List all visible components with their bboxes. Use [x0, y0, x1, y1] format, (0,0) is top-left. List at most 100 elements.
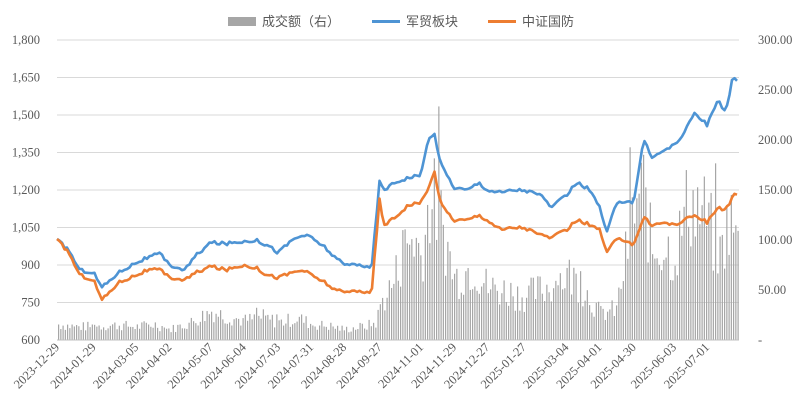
turnover-bar: [456, 268, 458, 340]
turnover-bar: [627, 258, 629, 340]
y-left-tick-label: 1,350: [12, 146, 40, 160]
turnover-bar: [229, 322, 231, 340]
turnover-bar: [177, 324, 179, 340]
turnover-bar: [71, 324, 73, 340]
turnover-bar: [125, 320, 127, 340]
turnover-bar: [247, 320, 249, 340]
turnover-bar: [73, 326, 75, 340]
turnover-bar: [719, 236, 721, 340]
turnover-bar: [600, 306, 602, 340]
y-right-tick-label: 300.00: [758, 33, 792, 47]
turnover-bar: [152, 327, 154, 340]
turnover-bar: [447, 241, 449, 340]
turnover-bar: [251, 319, 253, 340]
turnover-bar: [76, 325, 78, 340]
turnover-bar: [667, 236, 669, 340]
y-left-tick-label: 1,050: [12, 221, 40, 235]
turnover-bar: [728, 254, 730, 340]
turnover-bar: [359, 322, 361, 340]
turnover-bar: [307, 328, 309, 340]
turnover-bar: [487, 293, 489, 340]
turnover-bar: [564, 288, 566, 340]
turnover-bar: [377, 309, 379, 340]
turnover-bar: [537, 276, 539, 340]
turnover-bar: [688, 226, 690, 340]
turnover-bar: [343, 330, 345, 340]
turnover-bar: [332, 326, 334, 340]
turnover-bar: [195, 323, 197, 340]
turnover-bar: [314, 326, 316, 340]
turnover-bar: [337, 325, 339, 340]
turnover-bar: [190, 317, 192, 340]
turnover-bar: [514, 310, 516, 340]
turnover-bar: [98, 325, 100, 340]
turnover-bar: [64, 329, 66, 340]
turnover-bar: [609, 309, 611, 340]
y-left-tick-label: 1,650: [12, 71, 40, 85]
turnover-bar: [292, 324, 294, 340]
turnover-bar: [681, 235, 683, 340]
turnover-bar: [235, 318, 237, 340]
turnover-bar: [595, 302, 597, 340]
turnover-bar: [485, 268, 487, 340]
turnover-bar: [379, 304, 381, 340]
turnover-bar: [469, 289, 471, 340]
turnover-bar: [647, 262, 649, 340]
y-right-tick-label: 250.00: [758, 83, 792, 97]
turnover-bar: [674, 265, 676, 340]
turnover-bar: [481, 286, 483, 340]
turnover-bar: [559, 273, 561, 340]
turnover-bar: [222, 319, 224, 340]
turnover-bar: [409, 244, 411, 340]
turnover-bar: [724, 268, 726, 340]
turnover-bar: [710, 192, 712, 340]
turnover-bar: [395, 255, 397, 340]
turnover-bar: [467, 268, 469, 340]
turnover-bar: [665, 257, 667, 340]
turnover-bar: [449, 251, 451, 340]
turnover-bar: [123, 323, 125, 340]
turnover-bar: [584, 300, 586, 340]
turnover-bar: [697, 187, 699, 340]
turnover-bar: [145, 322, 147, 340]
turnover-bar: [148, 324, 150, 340]
y-left-tick-label: 1,800: [12, 33, 40, 47]
x-axis: 2023-12-292024-01-292024-03-052024-04-02…: [11, 339, 739, 391]
turnover-bar: [375, 327, 377, 340]
turnover-bar: [544, 301, 546, 340]
turnover-bar: [589, 305, 591, 340]
turnover-bar: [280, 319, 282, 340]
turnover-bar: [622, 281, 624, 340]
turnover-bar: [463, 294, 465, 340]
turnover-bar: [382, 297, 384, 340]
turnover-bar: [445, 275, 447, 340]
turnover-bar: [413, 256, 415, 340]
turnover-bar: [157, 327, 159, 340]
turnover-bar: [699, 224, 701, 340]
turnover-bar: [121, 330, 123, 340]
series-line-jun-mao: [56, 76, 738, 289]
turnover-bar: [339, 330, 341, 340]
turnover-bar: [350, 331, 352, 340]
turnover-bar: [535, 299, 537, 340]
turnover-bar: [411, 239, 413, 340]
turnover-bar: [139, 328, 141, 340]
turnover-bar: [402, 230, 404, 340]
turnover-bar: [454, 273, 456, 340]
turnover-bar: [501, 293, 503, 340]
y-left-tick-label: 750: [21, 296, 40, 310]
turnover-bar: [663, 259, 665, 340]
turnover-bar: [539, 276, 541, 340]
turnover-bar: [240, 325, 242, 340]
legend-label-jun-mao: 军贸板块: [406, 15, 458, 30]
y-right-tick-label: 50.00: [758, 283, 786, 297]
turnover-bar: [85, 330, 87, 340]
turnover-bar: [107, 328, 109, 340]
turnover-bar: [294, 323, 296, 340]
turnover-bar: [555, 280, 557, 340]
turnover-bar: [640, 162, 642, 340]
turnover-bar: [427, 204, 429, 340]
turnover-bar: [78, 326, 80, 340]
turnover-bar: [328, 329, 330, 340]
turnover-bar: [442, 224, 444, 340]
